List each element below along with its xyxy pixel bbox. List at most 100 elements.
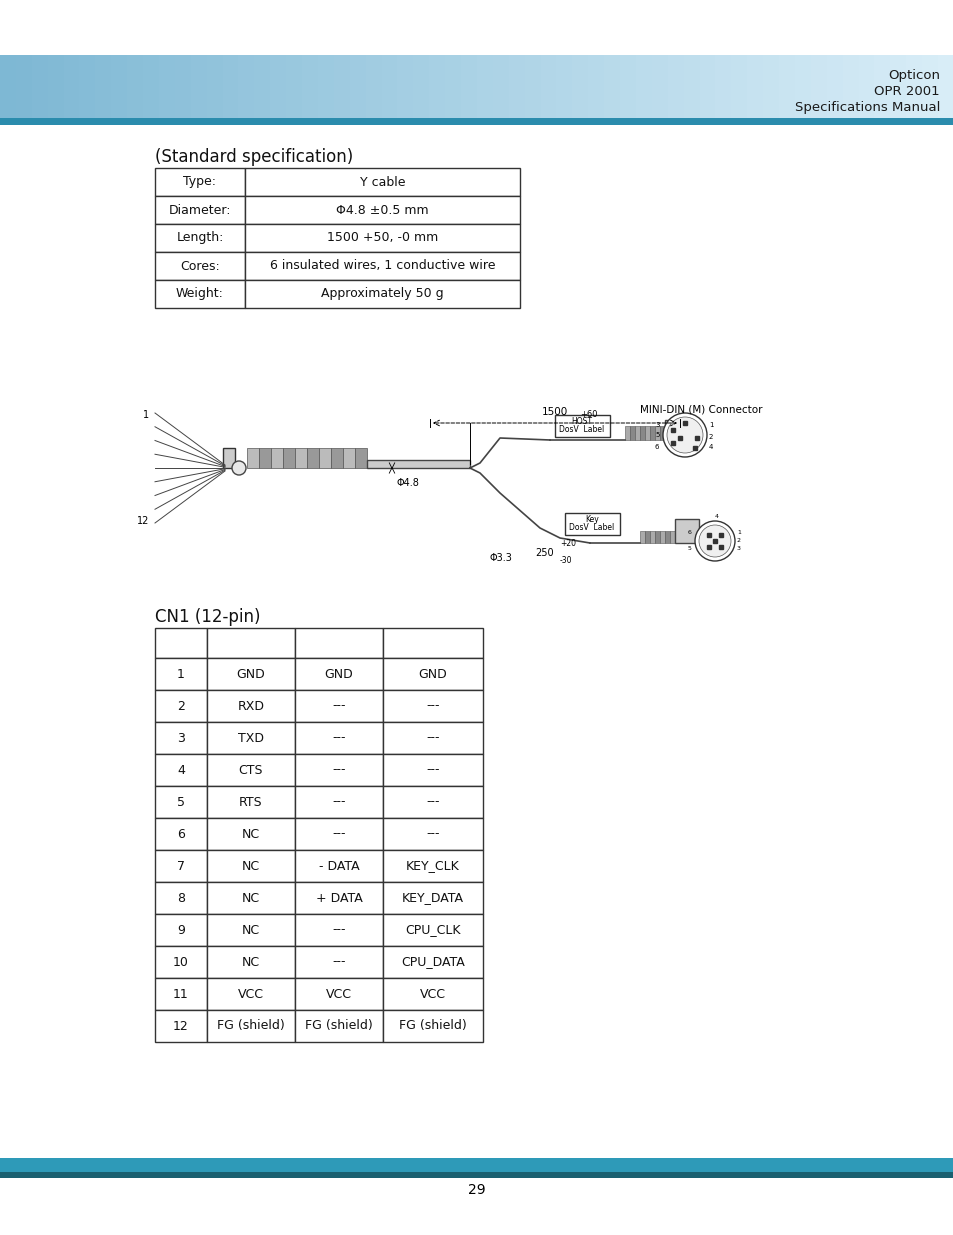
Text: Length:: Length: [176,231,223,245]
Bar [382,946,482,978]
Bar [154,690,207,722]
Bar [669,531,675,543]
Bar [154,914,207,946]
Bar [874,56,889,119]
Bar [382,850,482,882]
Bar [154,658,207,690]
Bar [294,690,382,722]
Bar [207,690,294,722]
Text: FG (shield): FG (shield) [398,1020,466,1032]
Bar [476,56,493,119]
Text: 4: 4 [714,514,719,519]
Text: ---: --- [426,731,439,745]
Bar [191,56,207,119]
Text: ---: --- [426,763,439,777]
Bar [639,426,644,440]
Bar [826,56,841,119]
Bar [294,1010,382,1042]
Text: + DATA: + DATA [315,892,362,904]
Text: ---: --- [426,827,439,841]
Bar [207,946,294,978]
Bar [245,168,519,196]
Bar [159,56,174,119]
Text: Φ4.8: Φ4.8 [396,478,419,488]
Text: KEY_DATA: KEY_DATA [401,892,463,904]
Bar [619,56,636,119]
Text: RXD: RXD [237,699,264,713]
Bar [460,56,476,119]
Text: VCC: VCC [326,988,352,1000]
Bar [207,56,222,119]
Bar [222,56,238,119]
Text: 8: 8 [177,892,185,904]
Bar [493,56,508,119]
Text: Φ3.3: Φ3.3 [490,553,513,563]
Text: 1: 1 [708,422,713,429]
Bar [207,629,294,658]
Bar [540,56,556,119]
Text: OPR 2001: OPR 2001 [874,85,939,98]
Bar [644,426,649,440]
Bar [508,56,524,119]
Text: 6: 6 [177,827,185,841]
Text: 1: 1 [177,667,185,680]
Bar [245,196,519,224]
Bar [238,56,254,119]
Text: TXD: TXD [237,731,264,745]
Bar [367,459,470,468]
Bar [294,658,382,690]
Bar [397,56,413,119]
Text: 5: 5 [655,432,659,438]
Bar [245,252,519,280]
Bar [651,56,667,119]
Bar [664,531,669,543]
Bar [258,448,271,468]
Bar [143,56,159,119]
Bar [858,56,874,119]
Bar [154,168,245,196]
Bar [294,722,382,755]
Bar [746,56,762,119]
Bar [0,119,953,125]
Text: 11: 11 [172,988,189,1000]
Bar [429,56,445,119]
Text: Y cable: Y cable [359,175,405,189]
Text: Approximately 50 g: Approximately 50 g [321,288,443,300]
Bar [675,519,699,543]
Bar [207,1010,294,1042]
Bar [207,978,294,1010]
Bar [207,722,294,755]
Bar [283,448,294,468]
Bar [270,56,286,119]
Text: GND: GND [418,667,447,680]
Bar [639,531,644,543]
Bar [413,56,429,119]
Text: 12: 12 [136,516,149,526]
Bar [0,56,16,119]
Bar [810,56,826,119]
Bar [664,420,684,440]
Bar [207,882,294,914]
Bar [762,56,779,119]
Text: 2: 2 [708,433,713,440]
Bar [572,56,588,119]
Bar [154,252,245,280]
Bar [207,785,294,818]
Bar [667,56,683,119]
Text: NC: NC [242,956,260,968]
Bar [0,1158,953,1172]
Bar [382,629,482,658]
Bar [271,448,283,468]
Bar [649,426,655,440]
Bar [715,56,731,119]
Bar [603,56,619,119]
Bar [294,914,382,946]
Bar [207,818,294,850]
Text: KEY_CLK: KEY_CLK [406,860,459,872]
Text: ---: --- [426,699,439,713]
Circle shape [662,412,706,457]
Bar [245,280,519,308]
Text: CPU_DATA: CPU_DATA [400,956,464,968]
Text: -30: -30 [559,556,572,564]
Text: 2: 2 [177,699,185,713]
